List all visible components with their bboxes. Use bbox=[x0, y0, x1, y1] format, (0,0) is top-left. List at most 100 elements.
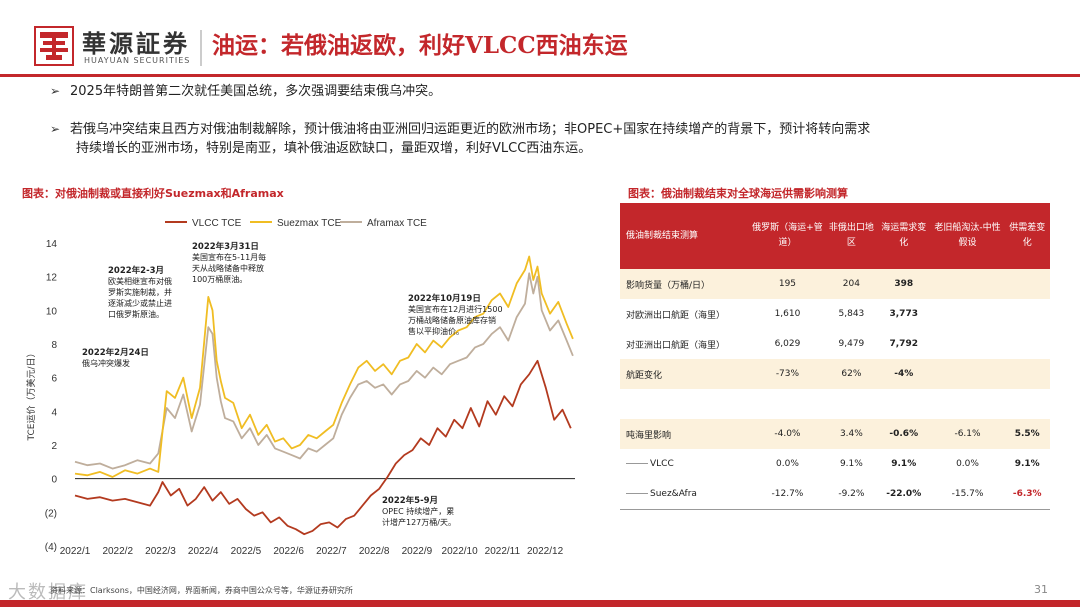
table-cell-text: VLCC bbox=[650, 459, 674, 469]
table-cell: 204 bbox=[825, 269, 877, 299]
table-cell bbox=[620, 389, 749, 419]
x-tick-label: 2022/8 bbox=[359, 546, 390, 557]
y-tick-label: 6 bbox=[51, 374, 57, 385]
table-row: VLCC 0.0% 9.1% 9.1% 0.0% 9.1% bbox=[620, 449, 1050, 479]
annotation-line: OPEC 持续增产，累 bbox=[382, 506, 454, 516]
table-cell: 3.4% bbox=[825, 419, 877, 449]
table-cell: -6.3% bbox=[1004, 479, 1050, 510]
row-line-swatch bbox=[626, 493, 648, 494]
table-cell: 0.0% bbox=[956, 459, 979, 469]
annotation-line: 欧美相继宣布对俄 bbox=[108, 276, 172, 286]
table-cell: 9.1% bbox=[891, 459, 917, 469]
table-cell: 1,610 bbox=[774, 309, 801, 319]
table-cell: 62% bbox=[825, 359, 877, 389]
bullet-1: ➢ 2025年特朗普第二次就任美国总统，多次强调要结束俄乌冲突。 bbox=[50, 82, 1040, 101]
table-cell: 3,773 bbox=[889, 309, 918, 319]
y-axis-label: TCE运价（万美元/日） bbox=[25, 349, 37, 442]
annotation-line: 2022年5-9月 bbox=[382, 495, 438, 506]
table-cell: 9.1% bbox=[1014, 459, 1040, 469]
table-row: 航距变化 -73% 62% -4% bbox=[620, 359, 1050, 389]
table-cell: -15.7% bbox=[930, 479, 1005, 510]
table-cell: 5,843 bbox=[838, 309, 865, 319]
x-tick-label: 2022/9 bbox=[402, 546, 433, 557]
page-title: 油运：若俄油返欧，利好VLCC西油东运 bbox=[212, 32, 628, 59]
chart-annotation: 2022年10月19日美国宣布在12月进行1500万桶战略储备原油库存销售以平抑… bbox=[408, 293, 503, 336]
annotation-line: 口俄罗斯原油。 bbox=[108, 309, 164, 319]
legend-label: Suezmax TCE bbox=[277, 218, 342, 229]
legend-label: VLCC TCE bbox=[192, 218, 242, 229]
brand-logo bbox=[34, 26, 74, 66]
table-cell bbox=[1004, 269, 1050, 299]
y-tick-label: (2) bbox=[45, 508, 57, 519]
annotation-line: 售以平抑油价。 bbox=[408, 326, 464, 336]
table-header-cell: 老旧船淘汰-中性假设 bbox=[930, 203, 1005, 269]
annotation-line: 罗斯实施制裁，并 bbox=[108, 287, 172, 297]
table-row: Suez&Afra -12.7% -9.2% -22.0% -15.7% -6.3% bbox=[620, 479, 1050, 510]
chart-title: 图表：对俄油制裁或直接利好Suezmax和Aframax bbox=[22, 187, 284, 200]
header-rule bbox=[0, 74, 1080, 77]
table-cell: -9.2% bbox=[825, 479, 877, 510]
tce-line-chart: VLCC TCE Suezmax TCE Aframax TCE 14 12 10 8 6 4… bbox=[25, 218, 575, 557]
legend-label: Aframax TCE bbox=[367, 218, 427, 229]
annotation-line: 美国宣布在12月进行1500 bbox=[408, 304, 503, 314]
y-tick-label: 10 bbox=[46, 306, 58, 317]
chart-annotations: 2022年3月31日美国宣布在5-11月每天从战略储备中释放100万桶原油。20… bbox=[82, 241, 503, 527]
annotation-line: 美国宣布在5-11月每 bbox=[192, 252, 266, 262]
y-tick-label: 8 bbox=[51, 340, 57, 351]
y-tick-label: 2 bbox=[51, 441, 57, 452]
x-tick-label: 2022/3 bbox=[145, 546, 176, 557]
table-cell bbox=[1004, 299, 1050, 329]
bullet-1-text: 2025年特朗普第二次就任美国总统，多次强调要结束俄乌冲突。 bbox=[70, 84, 442, 99]
series-line-vlcc-tce bbox=[74, 359, 572, 536]
footer-rule bbox=[0, 600, 1080, 607]
table-row: 影响货量（万桶/日） 195 204 398 bbox=[620, 269, 1050, 299]
x-tick-label: 2022/1 bbox=[60, 546, 91, 557]
table-cell-text: Suez&Afra bbox=[650, 489, 697, 499]
table-cell bbox=[877, 389, 931, 419]
table-cell: VLCC bbox=[620, 449, 749, 479]
table-cell: 195 bbox=[749, 269, 826, 299]
table-header-cell: 俄油制裁结束测算 bbox=[620, 203, 749, 269]
header-separator bbox=[200, 30, 202, 66]
table-cell: 0.0% bbox=[776, 459, 799, 469]
row-line-swatch bbox=[626, 463, 648, 464]
table-cell: -22.0% bbox=[876, 479, 931, 510]
series-line-aframax-tce bbox=[74, 272, 574, 470]
annotation-line: 2022年2月24日 bbox=[82, 347, 149, 358]
table-cell: -4.0% bbox=[749, 419, 826, 449]
bullet-2-text-cont: 持续增长的亚洲市场，特别是南亚，填补俄油返欧缺口，量距双增，利好VLCC西油东运… bbox=[76, 141, 592, 156]
table-cell: 9.1% bbox=[839, 459, 863, 469]
table-cell bbox=[1004, 329, 1050, 359]
table-cell: 对欧洲出口航距（海里） bbox=[626, 310, 726, 321]
table-cell bbox=[931, 389, 1005, 419]
table-cell: -0.6% bbox=[876, 419, 931, 449]
table-cell: -6.1% bbox=[930, 419, 1005, 449]
table-cell bbox=[931, 329, 1005, 359]
x-tick-label: 2022/10 bbox=[442, 546, 479, 557]
table-cell: 7,792 bbox=[889, 339, 918, 349]
x-tick-label: 2022/2 bbox=[102, 546, 133, 557]
brand-name-cn: 華源証券 bbox=[82, 29, 190, 58]
chart-lines bbox=[74, 255, 574, 536]
x-tick-label: 2022/5 bbox=[231, 546, 262, 557]
table-cell: 吨海里影响 bbox=[620, 419, 749, 449]
annotation-line: 万桶战略储备原油库存销 bbox=[408, 315, 496, 325]
page-number: 31 bbox=[1034, 583, 1048, 596]
table-cell: -4% bbox=[876, 359, 931, 389]
table-cell bbox=[930, 359, 1005, 389]
table-header-cell: 供需差变化 bbox=[1004, 203, 1050, 269]
annotation-line: 俄乌冲突爆发 bbox=[82, 358, 130, 368]
table-cell bbox=[749, 389, 826, 419]
table-cell: 5.5% bbox=[1004, 419, 1050, 449]
table-cell: -12.7% bbox=[749, 479, 826, 510]
table-row: 吨海里影响 -4.0% 3.4% -0.6% -6.1% 5.5% bbox=[620, 419, 1050, 449]
x-tick-label: 2022/12 bbox=[527, 546, 564, 557]
table-cell: 9,479 bbox=[838, 339, 865, 349]
chart-legend: VLCC TCE Suezmax TCE Aframax TCE bbox=[165, 218, 427, 229]
x-tick-label: 2022/4 bbox=[188, 546, 219, 557]
table-cell: 6,029 bbox=[774, 339, 801, 349]
table-header-cell: 非俄出口地区 bbox=[825, 203, 877, 269]
